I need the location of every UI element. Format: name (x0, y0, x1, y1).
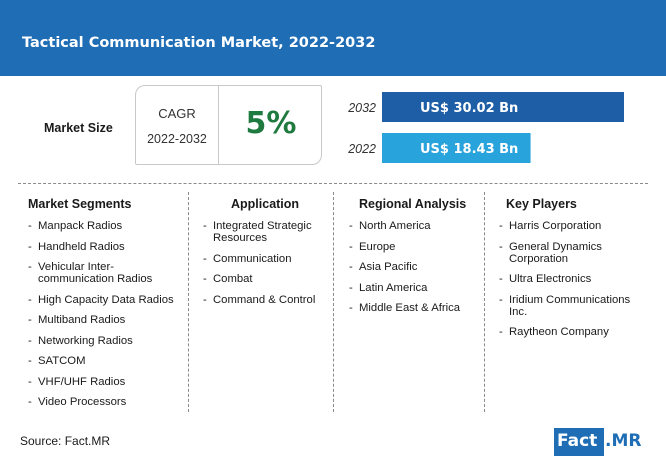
column-title: Regional Analysis (359, 197, 467, 211)
column-list: North America Europe Asia Pacific Latin Ame… (349, 220, 466, 314)
column-list: Manpack Radios Handheld Radios Vehicular I… (28, 220, 174, 408)
list-item: High Capacity Data Radios (28, 294, 174, 306)
list-item: Command & Control (203, 294, 315, 306)
list-item: North America (349, 220, 466, 232)
list-item: SATCOM (28, 355, 174, 367)
logo-text: .MR (605, 431, 642, 451)
cagr-box: CAGR 2022-2032 5% (135, 85, 322, 165)
market-size-bar-chart: 2032 US$ 30.02 Bn 2022 US$ 18.43 Bn (347, 92, 624, 163)
list-item: Middle East & Africa (349, 302, 466, 314)
market-size-label: Market Size (44, 121, 113, 135)
list-item: Europe (349, 241, 466, 253)
section-divider (18, 183, 648, 184)
source-note: Source: Fact.MR (20, 434, 111, 448)
list-item: Video Processors (28, 396, 174, 408)
cagr-label: CAGR (158, 106, 196, 121)
column-title: Key Players (506, 197, 577, 211)
column-market-segments: Market Segments Manpack Radios Handheld R… (28, 197, 174, 417)
list-item: Manpack Radios (28, 220, 174, 232)
logo-text: Fact (557, 431, 598, 451)
list-item: Iridium Communications Inc. (499, 294, 630, 318)
list-item: Ultra Electronics (499, 273, 630, 285)
bar (382, 92, 624, 122)
list-item: Integrated Strategic Resources (203, 220, 315, 244)
list-item: Communication (203, 253, 315, 265)
factmr-logo: Fact .MR (554, 428, 650, 456)
column-separator (333, 192, 334, 412)
list-item: Asia Pacific (349, 261, 466, 273)
list-item: Vehicular Inter- communication Radios (28, 261, 174, 285)
page-title: Tactical Communication Market, 2022-2032 (22, 35, 376, 51)
cagr-period: 2022-2032 (147, 132, 207, 146)
header-banner: Tactical Communication Market, 2022-2032 (0, 0, 666, 76)
column-application: Application Integrated Strategic Resourc… (203, 197, 315, 314)
cagr-divider (218, 86, 219, 164)
list-item: Latin America (349, 282, 466, 294)
list-item: Combat (203, 273, 315, 285)
column-key-players: Key Players Harris Corporation General Dy… (499, 197, 630, 347)
bar-value-label: US$ 18.43 Bn (420, 142, 518, 157)
list-item: Raytheon Company (499, 326, 630, 338)
cagr-value: 5% (245, 106, 297, 141)
column-title: Application (231, 197, 300, 211)
column-regional-analysis: Regional Analysis North America Europe Asi… (349, 197, 466, 323)
list-item: VHF/UHF Radios (28, 376, 174, 388)
list-item: Handheld Radios (28, 241, 174, 253)
bar-value-label: US$ 30.02 Bn (420, 101, 518, 116)
bar-year-label: 2022 (347, 142, 376, 156)
logo-box: Fact (554, 428, 604, 456)
column-title: Market Segments (28, 197, 132, 211)
list-item: Multiband Radios (28, 314, 174, 326)
column-separator (484, 192, 485, 412)
list-item: Networking Radios (28, 335, 174, 347)
list-item: Harris Corporation (499, 220, 630, 232)
column-list: Harris Corporation General Dynamics Corpo… (499, 220, 630, 338)
list-item: General Dynamics Corporation (499, 241, 630, 265)
bar-year-label: 2032 (347, 101, 376, 115)
bar (382, 133, 531, 163)
column-list: Integrated Strategic Resources Communicat… (203, 220, 315, 306)
column-separator (188, 192, 189, 412)
